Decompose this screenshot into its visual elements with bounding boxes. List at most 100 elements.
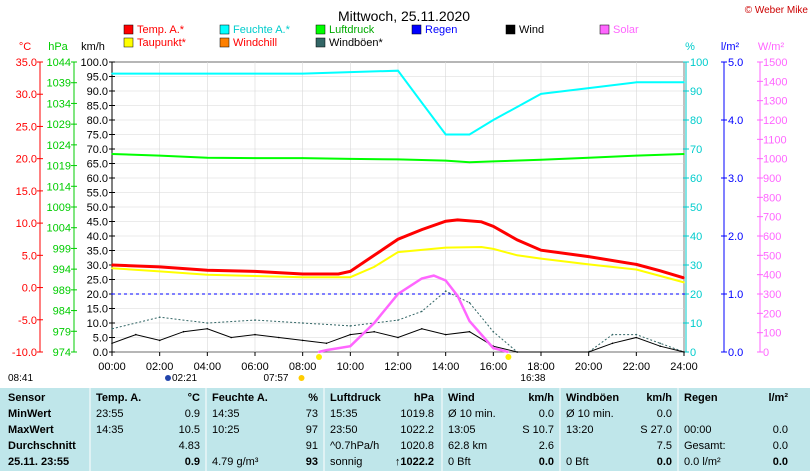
header-rain-unit: l/m² [768,392,788,404]
table-cell: Ø 10 min. [566,408,614,420]
header-temp-unit: °C [187,392,200,404]
table-cell: 1020.8 [400,440,434,452]
rain-unit-label: l/m² [721,41,740,53]
time-tick-label: 12:00 [384,361,412,373]
wind-tick-label: 10.0 [87,318,108,330]
data-point [540,93,542,95]
legend-label: Feuchte A.* [233,24,291,36]
table-cell: 0.0 [538,456,554,468]
data-point [373,254,376,257]
table-cell: Gesamt: [684,440,726,452]
rain-tick-label: 1.0 [728,289,743,301]
data-point [254,333,256,336]
pressure-tick-label: 1014 [47,181,71,193]
table-cell: S 27.0 [640,424,672,436]
data-point [468,320,471,322]
data-point [182,330,185,333]
humidity-tick-label: 90 [690,86,702,98]
data-point [444,333,447,336]
legend-label: Luftdruck [329,24,375,36]
pressure-tick-label: 979 [53,326,71,338]
header-pressure-unit: hPa [413,392,434,404]
legend-item: Wind [505,24,544,36]
data-point [397,319,399,321]
data-point [206,322,209,324]
wind-tick-label: 75.0 [87,130,108,142]
table-cell: 0 Bft [566,456,589,468]
data-point [301,157,304,159]
solar-tick-label: 300 [763,289,781,301]
row-label: 25.11. 23:55 [8,456,70,468]
legend-swatch [123,37,134,48]
legend-label: Solar [613,24,639,36]
data-point [659,81,661,84]
data-point [301,276,304,279]
table-cell: sonnig [330,456,363,468]
legend-swatch [219,24,230,35]
row-label: MaxWert [8,424,54,436]
solar-tick-label: 800 [763,192,781,204]
wind-tick-label: 15.0 [87,304,108,316]
table-cell: ↑1022.2 [394,456,434,468]
pressure-unit-label: hPa [48,41,68,53]
table-cell: 00:00 [684,424,712,436]
wind-tick-label: 30.0 [87,260,108,272]
temp-unit-label: °C [19,41,31,53]
temp-tick-label: 25.0 [16,121,37,133]
legend-swatch [505,24,516,35]
table-cell: 23:55 [96,408,124,420]
wind-tick-label: 65.0 [87,159,108,171]
series-taupunkt [111,245,685,284]
data-point [158,270,161,273]
table-cell: ^0.7hPa/h [330,440,380,452]
table-cell: 0.0 [772,440,788,452]
table-cell: 0.0 [772,456,788,468]
humidity-tick-label: 70 [690,144,702,156]
legend-label: Windchill [233,37,277,49]
data-point [158,316,161,319]
data-point [611,333,614,336]
header-wind: Wind [448,392,475,404]
table-cell: 73 [305,408,318,420]
table-cell: 0.9 [184,456,200,468]
data-point [349,276,352,279]
data-point [349,325,352,327]
series-temp-a [111,218,685,280]
header-wind-unit: km/h [528,392,554,404]
y-axes: 35.0 30.0 25.0 20.0 15.0 10.0 5.0 0.0 -5.0 -10.0 1… [12,57,788,359]
legend-label: Taupunkt* [137,37,187,49]
moonrise-icon [165,375,171,381]
wind-tick-label: 70.0 [87,144,108,156]
wind-tick-label: 45.0 [87,217,108,229]
wind-tick-label: 80.0 [87,115,108,127]
pressure-tick-label: 984 [53,306,71,318]
data-point [456,295,459,297]
data-point [468,133,471,136]
axis-units: °C hPa km/h% l/m² W/m² [19,41,785,53]
data-point [683,351,685,353]
table-cell: 13:20 [566,424,594,436]
data-point [683,81,685,84]
data-point [635,268,638,271]
data-point [349,345,352,348]
data-point [659,270,661,272]
data-point [540,257,542,260]
data-point [456,219,459,221]
data-point [421,228,423,231]
data-point [540,159,542,161]
table-cell: 4.79 g/m³ [212,456,259,468]
temp-tick-label: 15.0 [16,186,37,198]
legend-item: Luftdruck [315,24,375,36]
solar-tick-label: 600 [763,231,781,243]
legend-label: Temp. A.* [137,24,185,36]
sunrise-icon [316,354,322,360]
data-point [301,339,304,342]
series-luftdruck [111,153,685,164]
sunrise-time: 08:41 [8,373,33,384]
header-temp: Temp. A. [96,392,142,404]
data-point [111,342,113,345]
pressure-tick-label: 1009 [47,202,71,214]
rain-tick-label: 0.0 [728,347,743,359]
solar-tick-label: 1400 [763,76,787,88]
